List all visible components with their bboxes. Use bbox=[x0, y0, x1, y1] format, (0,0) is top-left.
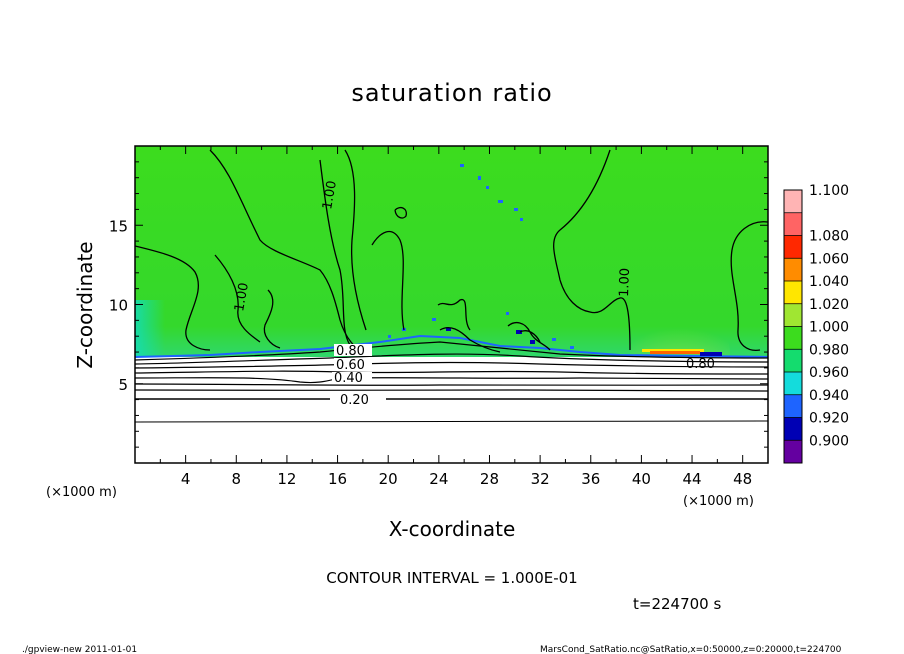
contour-label: 0.60 bbox=[336, 358, 365, 373]
contour-label: 0.40 bbox=[334, 371, 363, 386]
contour-labels: 1.00 1.00 1.00 0.80 0.60 0.40 0.20 0.80 bbox=[232, 180, 715, 408]
colorbar-label: 0.960 bbox=[809, 365, 849, 381]
x-tick-label: 12 bbox=[277, 470, 296, 488]
supersaturation-patch bbox=[642, 349, 704, 352]
colorbar-swatch bbox=[784, 326, 802, 350]
y-tick-label: 10 bbox=[109, 297, 128, 315]
y-tick-label: 5 bbox=[118, 376, 128, 394]
contour-interval: CONTOUR INTERVAL = 1.000E-01 bbox=[326, 569, 577, 587]
colorbar-label: 0.920 bbox=[809, 411, 849, 427]
contour-label: 1.00 bbox=[232, 282, 252, 313]
x-tick-label: 20 bbox=[379, 470, 398, 488]
supersaturation-core bbox=[650, 351, 700, 354]
x-tick-label: 28 bbox=[480, 470, 499, 488]
x-tick-label: 8 bbox=[232, 470, 242, 488]
colorbar-label: 1.080 bbox=[809, 229, 849, 245]
contour-label-bg bbox=[334, 358, 372, 370]
contour-label: 0.80 bbox=[336, 344, 365, 359]
cloud-speckles bbox=[388, 164, 574, 349]
x-axis: 4 8 12 16 20 24 28 32 36 40 44 48 bbox=[159, 146, 752, 488]
colorbar-label: 1.060 bbox=[809, 251, 849, 267]
colorbar-swatch bbox=[784, 372, 802, 396]
footer-right: MarsCond_SatRatio.nc@SatRatio,x=0:50000,… bbox=[540, 645, 842, 654]
colorbar-swatch bbox=[784, 349, 802, 373]
colorbar-label: 0.980 bbox=[809, 342, 849, 358]
x-tick-label: 16 bbox=[328, 470, 347, 488]
dry-region bbox=[135, 357, 768, 463]
chart-title: saturation ratio bbox=[351, 79, 552, 107]
x-tick-label: 44 bbox=[682, 470, 701, 488]
x-tick-label: 32 bbox=[531, 470, 550, 488]
colorbar-label: 1.100 bbox=[809, 183, 849, 199]
left-edge-shading bbox=[135, 300, 165, 358]
colorbar-swatch bbox=[784, 258, 802, 282]
colorbar-swatch bbox=[784, 235, 802, 259]
contour-label-bg bbox=[332, 372, 372, 384]
x-tick-label: 48 bbox=[733, 470, 752, 488]
x-tick-label: 24 bbox=[429, 470, 448, 488]
colorbar-swatch bbox=[784, 440, 802, 464]
colorbar-label: 1.040 bbox=[809, 274, 849, 290]
colorbar-label: 1.020 bbox=[809, 297, 849, 313]
time-stamp: t=224700 s bbox=[633, 595, 721, 613]
y-axis: 5 10 15 bbox=[109, 161, 768, 448]
colorbar-swatch bbox=[784, 190, 802, 214]
contour-label: 0.80 bbox=[686, 357, 715, 372]
x-tick-label: 36 bbox=[581, 470, 600, 488]
contour-label: 1.00 bbox=[320, 180, 340, 211]
cloud-speckles-dark bbox=[446, 328, 722, 356]
x-axis-label: X-coordinate bbox=[389, 517, 516, 541]
x-axis-unit: (×1000 m) bbox=[46, 485, 117, 500]
contour-label: 0.20 bbox=[340, 393, 369, 408]
x-axis-unit-right: (×1000 m) bbox=[683, 494, 754, 509]
contour-label-bg bbox=[334, 344, 372, 356]
cloud-base-boundary bbox=[135, 334, 768, 358]
plot-area bbox=[135, 146, 768, 463]
colorbar-label: 0.900 bbox=[809, 433, 849, 449]
contour-label: 1.00 bbox=[617, 268, 633, 297]
colorbar-swatch bbox=[784, 212, 802, 236]
colorbar-swatch bbox=[784, 394, 802, 418]
footer-left: ./gpview-new 2011-01-01 bbox=[22, 645, 137, 654]
saturation-contours bbox=[135, 149, 768, 353]
dry-contours bbox=[135, 341, 768, 423]
x-tick-label: 4 bbox=[181, 470, 191, 488]
colorbar-swatch bbox=[784, 303, 802, 327]
colorbar-label: 0.940 bbox=[809, 388, 849, 404]
y-tick-label: 15 bbox=[109, 217, 128, 235]
x-tick-label: 40 bbox=[632, 470, 651, 488]
colorbar-label: 1.000 bbox=[809, 320, 849, 336]
colorbar: 1.100 1.080 1.060 1.040 1.020 1.000 0.980 0.960… bbox=[783, 183, 849, 464]
colorbar-swatch bbox=[784, 417, 802, 441]
colorbar-swatch bbox=[784, 281, 802, 305]
y-axis-label: Z-coordinate bbox=[73, 241, 97, 368]
